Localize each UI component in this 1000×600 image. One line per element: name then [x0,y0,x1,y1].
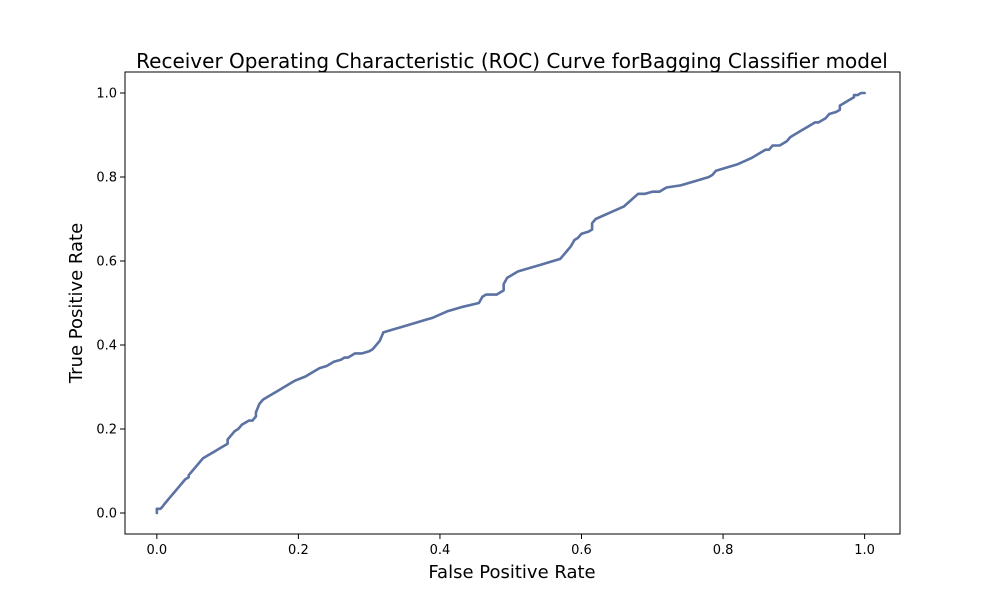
y-tick-label: 0.0 [96,507,117,522]
x-tick-label: 0.2 [288,543,309,558]
y-axis-label: True Positive Rate [66,223,87,384]
roc-curve-line [155,91,866,515]
y-axis-ticks: 0.0 0.2 0.4 0.6 0.8 1.0 [96,87,125,522]
chart-title: Receiver Operating Characteristic (ROC) … [136,49,888,73]
x-tick-label: 1.0 [854,543,875,558]
y-tick-label: 0.8 [96,171,117,186]
x-axis-ticks: 0.0 0.2 0.4 0.6 0.8 1.0 [147,534,875,558]
y-tick-label: 1.0 [96,87,117,102]
x-axis-label: False Positive Rate [428,562,595,583]
x-tick-label: 0.0 [147,543,168,558]
x-tick-label: 0.4 [430,543,451,558]
y-tick-label: 0.4 [96,339,117,354]
plot-frame [124,71,901,535]
x-tick-label: 0.8 [713,543,734,558]
y-tick-label: 0.2 [96,423,117,438]
x-tick-label: 0.6 [571,543,592,558]
y-tick-label: 0.6 [96,255,117,270]
